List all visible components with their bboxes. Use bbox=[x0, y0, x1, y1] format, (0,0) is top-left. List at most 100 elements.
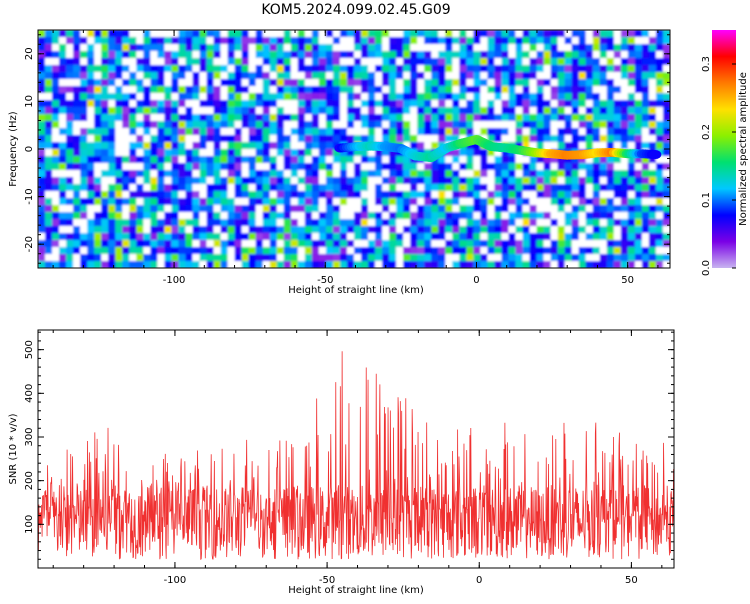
heatmap-cell bbox=[648, 65, 657, 73]
heatmap-cell bbox=[311, 240, 320, 248]
heatmap-cell bbox=[515, 156, 524, 164]
heatmap-cell bbox=[52, 114, 60, 122]
heatmap-cell bbox=[101, 93, 109, 101]
heatmap-cell bbox=[325, 65, 334, 73]
heatmap-cell bbox=[318, 79, 327, 87]
heatmap-cell bbox=[108, 191, 116, 199]
heatmap-cell bbox=[255, 79, 264, 87]
heatmap-cell bbox=[108, 254, 116, 262]
heatmap-cell bbox=[473, 254, 481, 262]
heatmap-cell bbox=[396, 233, 404, 241]
heatmap-cell bbox=[564, 128, 573, 136]
heatmap-cell bbox=[52, 184, 60, 192]
heatmap-cell bbox=[662, 226, 670, 234]
heatmap-cell bbox=[339, 37, 348, 45]
heatmap-cell bbox=[206, 65, 215, 73]
heatmap-cell bbox=[339, 149, 348, 157]
heatmap-cell bbox=[417, 51, 425, 59]
heatmap-cell bbox=[262, 219, 271, 227]
heatmap-cell bbox=[459, 261, 467, 268]
heatmap-cell bbox=[417, 184, 425, 192]
heatmap-cell bbox=[445, 86, 453, 94]
heatmap-cell bbox=[178, 135, 187, 143]
heatmap-cell bbox=[325, 100, 334, 108]
heatmap-cell bbox=[143, 219, 151, 227]
heatmap-cell bbox=[136, 156, 144, 164]
heatmap-cell bbox=[122, 30, 130, 38]
heatmap-cell bbox=[94, 128, 102, 136]
heatmap-cell bbox=[487, 184, 496, 192]
heatmap-cell bbox=[227, 184, 236, 192]
heatmap-cell bbox=[213, 163, 222, 171]
heatmap-cell bbox=[122, 72, 130, 80]
heatmap-cell bbox=[662, 163, 670, 171]
heatmap-cell bbox=[136, 212, 144, 220]
heatmap-cell bbox=[550, 100, 559, 108]
heatmap-cell bbox=[564, 121, 573, 129]
heatmap-cell bbox=[634, 128, 643, 136]
heatmap-cell bbox=[45, 58, 53, 66]
heatmap-cell bbox=[592, 51, 601, 59]
heatmap-cells bbox=[38, 30, 670, 268]
heatmap-ridge bbox=[334, 134, 662, 163]
heatmap-cell bbox=[59, 254, 67, 262]
heatmap-cell bbox=[606, 163, 615, 171]
heatmap-cell bbox=[164, 79, 173, 87]
heatmap-cell bbox=[494, 51, 503, 59]
heatmap-cell bbox=[45, 170, 53, 178]
heatmap-cell bbox=[150, 37, 158, 45]
heatmap-cell bbox=[410, 163, 418, 171]
heatmap-cell bbox=[487, 247, 496, 255]
heatmap-cell bbox=[269, 233, 278, 241]
heatmap-cell bbox=[178, 163, 187, 171]
heatmap-cell bbox=[494, 240, 503, 248]
heatmap-cell bbox=[290, 177, 299, 185]
heatmap-cell bbox=[178, 261, 187, 268]
heatmap-cell bbox=[487, 44, 496, 52]
heatmap-cell bbox=[108, 170, 116, 178]
heatmap-cell bbox=[276, 65, 285, 73]
heatmap-cell bbox=[290, 100, 299, 108]
heatmap-cell bbox=[227, 37, 236, 45]
heatmap-cell bbox=[220, 226, 229, 234]
heatmap-cell bbox=[80, 121, 88, 129]
heatmap-cell bbox=[396, 100, 404, 108]
heatmap-cell bbox=[87, 205, 95, 213]
heatmap-cell bbox=[304, 219, 313, 227]
heatmap-cell bbox=[354, 51, 362, 59]
heatmap-cell bbox=[325, 219, 334, 227]
heatmap-cell bbox=[276, 121, 285, 129]
heatmap-cell bbox=[122, 261, 130, 268]
heatmap-cell bbox=[227, 135, 236, 143]
heatmap-cell bbox=[311, 247, 320, 255]
heatmap-cell bbox=[283, 128, 292, 136]
heatmap-cell bbox=[227, 226, 236, 234]
heatmap-cell bbox=[304, 261, 313, 268]
heatmap-cell bbox=[248, 65, 257, 73]
heatmap-cell bbox=[473, 170, 481, 178]
heatmap-cell bbox=[403, 72, 411, 80]
heatmap-cell bbox=[101, 100, 109, 108]
heatmap-cell bbox=[38, 65, 46, 73]
heatmap-cell bbox=[164, 212, 173, 220]
heatmap-cell bbox=[536, 177, 545, 185]
heatmap-cell bbox=[73, 107, 81, 115]
heatmap-cell bbox=[620, 51, 629, 59]
heatmap-cell bbox=[466, 114, 474, 122]
heatmap-cell bbox=[564, 114, 573, 122]
heatmap-cell bbox=[227, 233, 236, 241]
heatmap-cell bbox=[557, 212, 566, 220]
heatmap-cell bbox=[115, 107, 123, 115]
heatmap-cell bbox=[269, 240, 278, 248]
y-tick-label: -20 bbox=[24, 236, 35, 252]
heatmap-cell bbox=[115, 191, 123, 199]
heatmap-cell bbox=[115, 212, 123, 220]
heatmap-cell bbox=[634, 65, 643, 73]
heatmap-cell bbox=[543, 93, 552, 101]
heatmap-cell bbox=[529, 156, 538, 164]
heatmap-cell bbox=[192, 219, 201, 227]
heatmap-cell bbox=[634, 163, 643, 171]
heatmap-cell bbox=[620, 191, 629, 199]
heatmap-cell bbox=[220, 240, 229, 248]
